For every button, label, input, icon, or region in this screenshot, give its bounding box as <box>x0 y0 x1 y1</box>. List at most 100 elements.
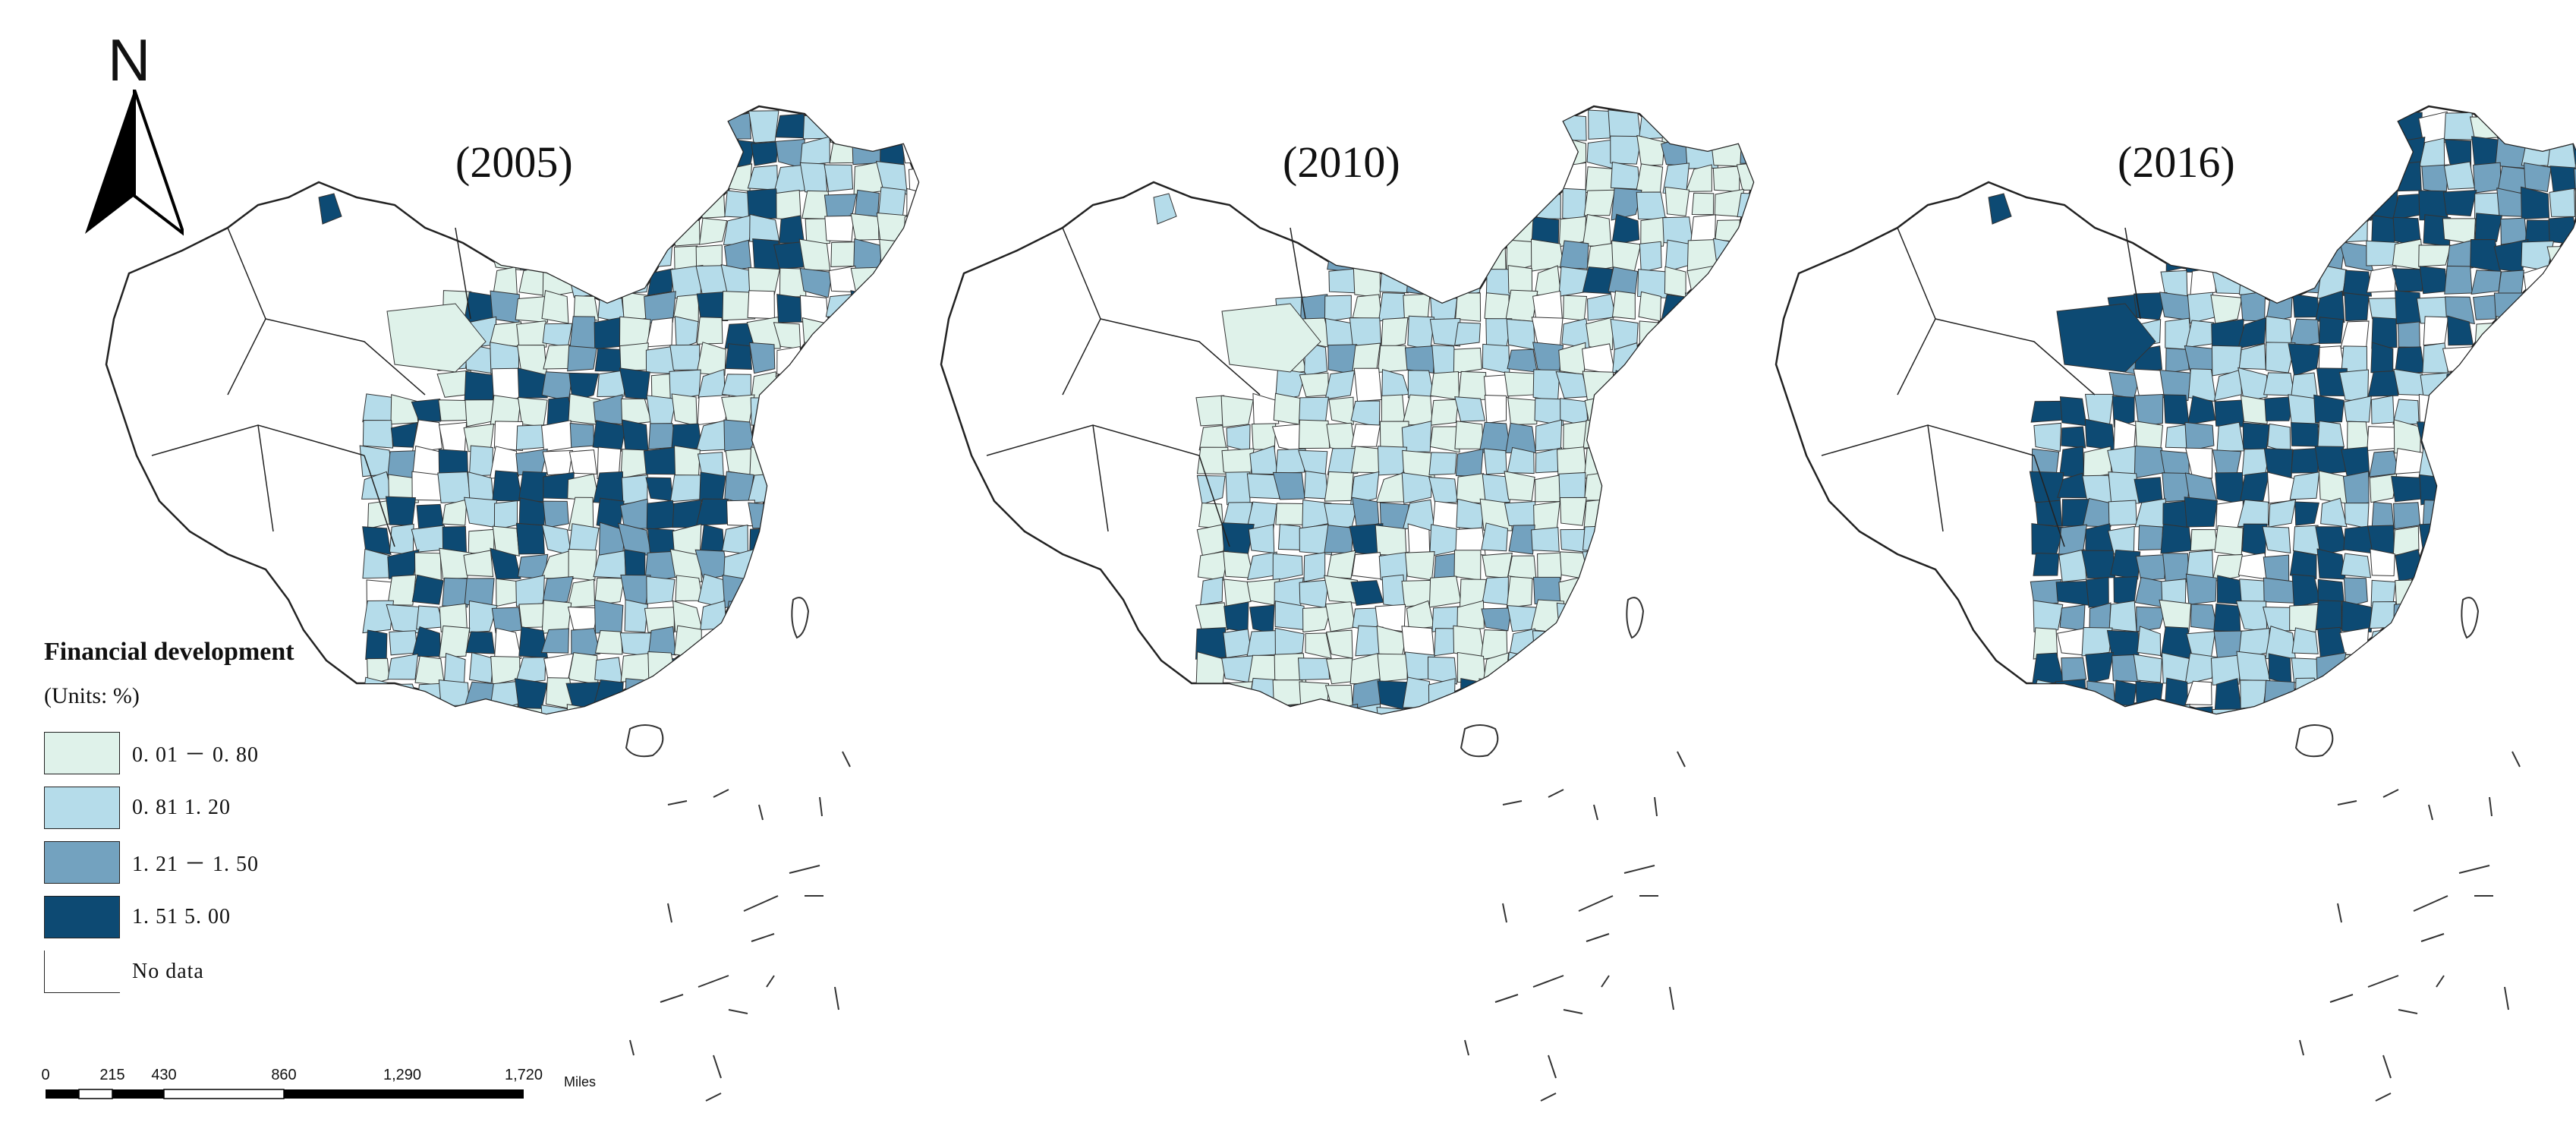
legend-swatch <box>44 787 120 829</box>
region-cell <box>2163 394 2190 425</box>
region-cell <box>2473 344 2503 373</box>
region-cell <box>1611 188 1642 221</box>
region-cell <box>2417 681 2449 711</box>
region-cell <box>1303 552 1326 582</box>
region-cell <box>2495 345 2527 374</box>
region-cell <box>2316 166 2345 195</box>
region-cell <box>1483 374 1510 402</box>
region-cell <box>1323 703 1359 714</box>
region-cell <box>2313 191 2345 221</box>
region-cell <box>2081 626 2113 657</box>
region-cell <box>2418 653 2449 683</box>
region-cell <box>2394 346 2425 374</box>
region-cell <box>1740 244 1753 271</box>
region-cell <box>2108 500 2137 526</box>
region-cell <box>1505 422 1536 453</box>
region-cell <box>674 316 699 350</box>
region-cell <box>1530 238 1564 272</box>
region-cell <box>644 240 673 269</box>
region-cell <box>1324 503 1358 528</box>
region-cell <box>1428 263 1460 299</box>
region-cell <box>2550 555 2575 582</box>
region-cell <box>1453 550 1482 581</box>
north-arrow-icon <box>85 90 184 236</box>
region-cell <box>617 213 653 247</box>
region-cell <box>515 575 545 607</box>
region-cell <box>2214 678 2242 712</box>
region-cell <box>1479 217 1513 245</box>
region-cell <box>362 419 394 449</box>
region-cell <box>1455 449 1484 477</box>
region-cell <box>2213 369 2242 402</box>
region-cell <box>855 655 883 685</box>
region-cell <box>773 652 805 680</box>
region-cell <box>2472 655 2503 685</box>
region-cell <box>830 522 858 553</box>
region-cell <box>2417 628 2449 657</box>
region-cell <box>748 579 776 607</box>
region-cell <box>597 269 624 297</box>
region-cell <box>2472 705 2501 714</box>
region-cell <box>748 657 776 679</box>
region-cell <box>1714 345 1746 375</box>
region-cell <box>2496 316 2527 350</box>
region-cell <box>799 162 828 195</box>
region-cell <box>1612 604 1639 632</box>
region-cell <box>2522 292 2552 324</box>
scale-tick-label: 1,290 <box>383 1067 422 1083</box>
region-cell <box>854 577 883 609</box>
region-cell <box>1376 707 1409 714</box>
region-cell <box>2497 547 2525 579</box>
region-cell <box>1349 471 1380 506</box>
region-cell <box>803 448 830 475</box>
region-cell <box>2212 449 2242 476</box>
region-cell <box>1274 627 1305 657</box>
region-cell <box>675 704 700 714</box>
region-cell <box>594 577 625 606</box>
region-cell <box>1738 370 1753 401</box>
region-cell <box>1324 525 1353 554</box>
region-cell <box>1223 681 1253 707</box>
region-cell <box>2394 161 2422 192</box>
region-cell <box>1478 137 1510 169</box>
region-cell <box>2085 706 2114 714</box>
region-cell <box>2159 599 2192 632</box>
region-cell <box>1455 112 1484 143</box>
region-cell <box>646 164 677 195</box>
region-cell <box>858 421 884 453</box>
region-cell <box>1405 551 1435 581</box>
region-cell <box>773 600 803 632</box>
region-cell <box>669 677 703 708</box>
region-cell <box>2571 497 2576 529</box>
region-cell <box>2292 525 2320 556</box>
region-cell <box>493 703 518 714</box>
region-cell <box>1504 188 1538 218</box>
region-cell <box>1381 317 1409 349</box>
region-cell <box>824 702 856 714</box>
region-cell <box>2137 525 2164 551</box>
region-cell <box>1661 703 1691 714</box>
region-cell <box>2393 368 2426 396</box>
region-cell <box>2343 577 2368 608</box>
region-cell <box>1737 421 1753 452</box>
region-cell <box>1507 555 1537 581</box>
region-cell <box>2185 238 2219 273</box>
region-cell <box>2289 550 2317 580</box>
region-cell <box>1639 320 1665 351</box>
region-cell <box>669 344 701 370</box>
region-cell <box>2526 475 2554 502</box>
region-cell <box>2057 704 2087 714</box>
region-cell <box>2495 633 2525 656</box>
region-cell <box>647 188 672 218</box>
region-cell <box>1634 679 1665 711</box>
region-cell <box>852 679 883 709</box>
region-cell <box>2525 319 2554 349</box>
region-cell <box>1299 524 1333 555</box>
region-cell <box>2314 446 2346 475</box>
region-cell <box>1739 219 1753 245</box>
region-cell <box>1482 576 1509 606</box>
region-cell <box>851 348 885 372</box>
region-cell <box>2418 244 2452 267</box>
region-cell <box>1737 111 1753 144</box>
region-cell <box>2493 292 2528 321</box>
